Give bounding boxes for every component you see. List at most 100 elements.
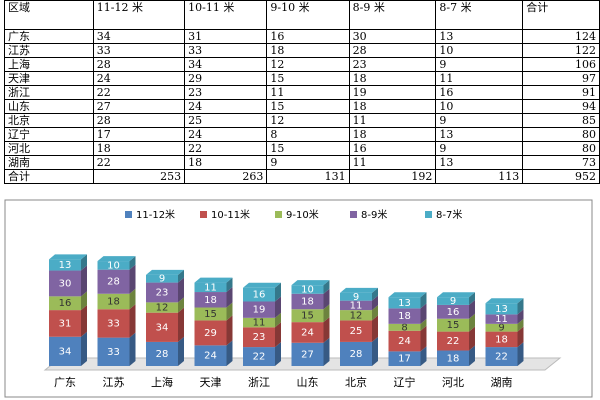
bar: [388, 330, 421, 352]
data-label: 19: [253, 305, 266, 316]
bar: [243, 301, 275, 318]
bar: [194, 345, 227, 366]
data-label: 11: [204, 282, 217, 293]
bar: [146, 282, 178, 303]
header-cell: 区域: [4, 0, 94, 30]
cell: 23: [184, 85, 268, 100]
x-tick-label: 江苏: [103, 376, 125, 389]
cell: 124: [522, 29, 600, 44]
data-label: 9: [498, 323, 504, 334]
cell: 33: [92, 43, 186, 58]
bar-side: [372, 295, 378, 311]
bar: [437, 318, 469, 332]
bar: [485, 347, 518, 366]
bar: [243, 287, 275, 302]
bar-side: [372, 305, 378, 321]
legend-swatch: [200, 211, 207, 218]
data-label: 23: [253, 332, 266, 343]
bar-side: [226, 315, 233, 346]
bar: [97, 261, 130, 270]
data-label: 22: [495, 352, 508, 363]
header-cell: 合计: [522, 0, 600, 30]
legend-label: 11-12米: [136, 208, 175, 221]
bar: [97, 337, 130, 366]
data-label: 18: [301, 297, 314, 308]
data-label: 9: [450, 296, 456, 307]
data-label: 8: [401, 322, 407, 333]
x-tick-label: 北京: [345, 375, 367, 389]
bar: [291, 322, 324, 343]
data-label: 11: [495, 314, 508, 325]
legend-swatch: [425, 211, 432, 218]
bar: [243, 347, 275, 366]
bar: [340, 300, 372, 311]
cell: 952: [522, 169, 600, 184]
bar-side: [517, 318, 524, 332]
bar: [485, 314, 518, 324]
x-tick-label: 河北: [442, 376, 464, 389]
bar-side: [517, 298, 524, 315]
bar: [97, 293, 130, 310]
data-label: 15: [301, 311, 314, 322]
table-row: 合计 253 263 131 192 113 952: [4, 169, 600, 184]
bar: [49, 270, 81, 297]
bar-side: [323, 280, 330, 294]
data-label: 13: [59, 260, 72, 271]
cell: 85: [522, 113, 600, 128]
bar: [485, 331, 518, 348]
bar-top: [194, 277, 233, 283]
bar-top: [388, 292, 427, 298]
bar-side: [420, 346, 427, 366]
bar-side: [129, 332, 136, 366]
table-row: 江苏 33 33 18 28 10 122: [4, 43, 600, 58]
bar-top: [146, 269, 184, 275]
bar: [340, 310, 372, 321]
data-label: 24: [301, 327, 314, 338]
data-label: 33: [107, 318, 120, 329]
data-label: 10: [301, 284, 314, 295]
bar-side: [469, 326, 475, 351]
data-label: 13: [398, 298, 411, 309]
table-body: 广东 34 31 16 30 13 124 江苏 33 33 18 28 10 122 上海 28 34 12 23…: [4, 29, 600, 184]
cell: 12: [266, 57, 350, 72]
data-label: 16: [447, 307, 460, 318]
bar: [194, 320, 227, 346]
bar: [485, 303, 518, 315]
data-label: 12: [350, 310, 363, 321]
bar: [146, 312, 178, 342]
data-label: 9: [353, 292, 359, 303]
bar: [243, 317, 275, 328]
x-tick-label: 广东: [54, 376, 76, 389]
data-label: 10: [107, 260, 120, 271]
bar-side: [323, 288, 330, 310]
data-label: 31: [59, 318, 72, 329]
x-tick-label: 辽宁: [394, 375, 416, 389]
bar-side: [129, 288, 136, 310]
data-label: 30: [59, 278, 72, 289]
bar: [437, 350, 469, 366]
bar: [388, 351, 421, 366]
bar-side: [517, 342, 524, 366]
bar-side: [226, 287, 233, 308]
data-label: 33: [107, 347, 120, 358]
table-row: 浙江 22 23 11 19 16 91: [4, 85, 600, 100]
bar-side: [469, 313, 475, 332]
x-tick-label: 山东: [297, 376, 319, 389]
header-cell: 8-7 米: [435, 0, 524, 30]
bar-side: [420, 318, 427, 331]
bar: [340, 341, 372, 366]
data-label: 12: [156, 303, 169, 314]
cell: 30: [348, 29, 437, 44]
bar-top: [97, 256, 136, 262]
data-label: 18: [495, 334, 508, 345]
bar-side: [372, 315, 378, 342]
data-label: 18: [398, 311, 411, 322]
bar-side: [81, 331, 87, 366]
bar: [485, 323, 518, 332]
table-row: 天津 24 29 15 18 11 97: [4, 71, 600, 86]
data-label: 18: [447, 353, 460, 364]
bar-side: [129, 256, 136, 270]
bar-top: [437, 292, 475, 298]
cell: 18: [266, 43, 350, 58]
bar-side: [372, 336, 378, 366]
